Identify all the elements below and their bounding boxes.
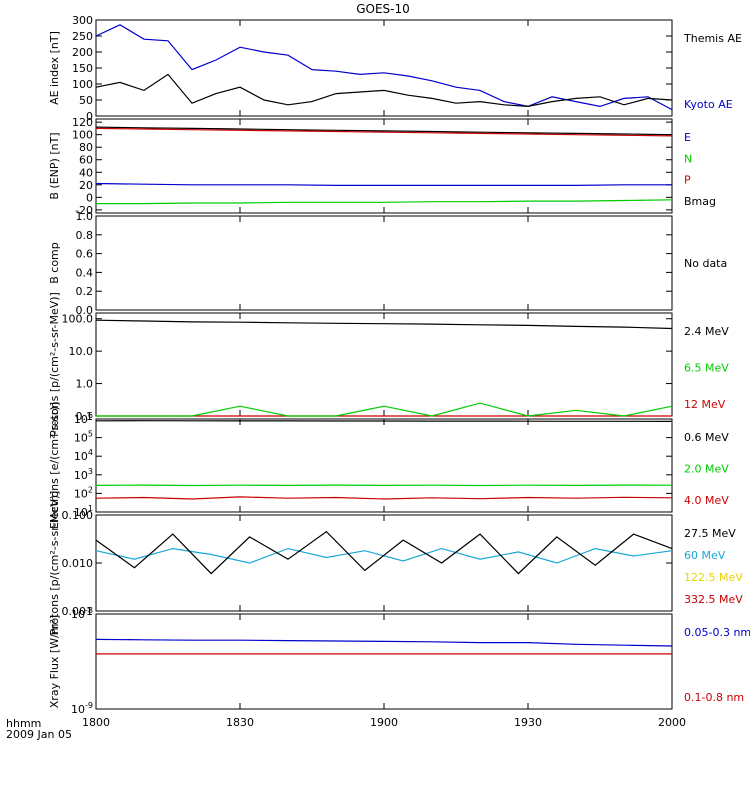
time-axis: hhmm 2009 Jan 05 1800 1830 1900 1930 2000 bbox=[6, 716, 686, 741]
y-tick-label: 0.1 bbox=[76, 410, 94, 423]
x-tick-label: 1930 bbox=[514, 716, 542, 729]
x-tick-label: 1800 bbox=[82, 716, 110, 729]
y-axis-label: B (ENP) [nT] bbox=[48, 132, 61, 199]
y-tick-label: 300 bbox=[72, 14, 93, 27]
legend-entry: 0.6 MeV bbox=[684, 431, 729, 444]
panel-note: No data bbox=[684, 257, 727, 270]
y-tick-label: 105 bbox=[74, 430, 93, 445]
series-line-4-0-mev bbox=[95, 496, 673, 500]
series-line-27-5-mev bbox=[95, 530, 673, 575]
legend-entry: 122.5 MeV bbox=[684, 571, 743, 584]
y-tick-label: 60 bbox=[79, 154, 93, 167]
y-tick-label: 120 bbox=[72, 116, 93, 129]
series-line-e bbox=[95, 182, 672, 186]
y-tick-label: 10-8 bbox=[71, 606, 93, 621]
series-line-0-6-mev bbox=[95, 420, 673, 422]
panel-frame bbox=[95, 19, 673, 117]
y-tick-label: 106 bbox=[74, 411, 93, 426]
legend-entry: Kyoto AE bbox=[684, 98, 733, 111]
y-tick-label: 100 bbox=[72, 78, 93, 91]
legend-entry: Themis AE bbox=[683, 32, 742, 45]
series-line-0-05-0-3-nm bbox=[95, 638, 673, 647]
y-tick-label: 40 bbox=[79, 166, 93, 179]
y-tick-label: 50 bbox=[79, 94, 93, 107]
legend-entry: 4.0 MeV bbox=[684, 494, 729, 507]
y-tick-label: 0.010 bbox=[62, 557, 94, 570]
legend-entry: P bbox=[684, 174, 691, 187]
series-line-bmag bbox=[95, 126, 673, 136]
y-tick-label: 0.8 bbox=[76, 229, 94, 242]
y-tick-label: 250 bbox=[72, 30, 93, 43]
y-tick-label: 100.0 bbox=[62, 313, 94, 326]
series-line-p bbox=[95, 127, 673, 137]
x-tick-label: 2000 bbox=[658, 716, 686, 729]
y-tick-label: 10-9 bbox=[71, 701, 93, 716]
panel-5: 101 102 103 104 105 106 Electrons [e/(cm²-s-sr… bbox=[48, 402, 729, 529]
legend-entry: 6.5 MeV bbox=[684, 362, 729, 375]
legend-entry: 12 MeV bbox=[684, 398, 726, 411]
y-tick-label: 0.001 bbox=[62, 605, 94, 618]
y-tick-label: 150 bbox=[72, 62, 93, 75]
panel-1: 0 50 100 150 200 250 300 AE index [nT] Themis AE… bbox=[48, 14, 742, 123]
figure-title: GOES-10 bbox=[356, 2, 410, 16]
y-tick-label: 102 bbox=[74, 485, 93, 500]
y-tick-label: 20 bbox=[79, 179, 93, 192]
x-tick-label: 1830 bbox=[226, 716, 254, 729]
x-tick-label: 1900 bbox=[370, 716, 398, 729]
legend-entry: 2.4 MeV bbox=[684, 325, 729, 338]
series-line-6-5-mev bbox=[96, 402, 673, 417]
y-axis-label: Xray Flux [W/m²] bbox=[48, 615, 61, 708]
y-tick-label: 101 bbox=[74, 504, 93, 519]
y-axis-label: Protons [p/(cm²-s-sr-MeV)] bbox=[48, 491, 61, 636]
hhmm-label: hhmm bbox=[6, 717, 41, 730]
y-tick-label: 103 bbox=[74, 467, 93, 482]
legend-entry: 0.1-0.8 nm bbox=[684, 691, 744, 704]
y-axis-label: AE index [nT] bbox=[48, 31, 61, 105]
y-tick-label: 0 bbox=[86, 191, 93, 204]
legend-entry: 2.0 MeV bbox=[684, 463, 729, 476]
panel-3: 0.0 0.2 0.4 0.6 0.8 1.0 B comp No data bbox=[48, 210, 727, 317]
y-tick-label: 1.0 bbox=[76, 378, 94, 391]
legend-entry: 0.05-0.3 nm bbox=[684, 626, 750, 639]
series-line-n bbox=[96, 199, 673, 205]
y-tick-label: 100 bbox=[72, 129, 93, 142]
y-tick-label: 200 bbox=[72, 46, 93, 59]
series-line-kyoto-ae bbox=[95, 24, 673, 111]
y-tick-label: 0.4 bbox=[76, 266, 94, 279]
series-line-themis-ae bbox=[95, 73, 673, 108]
legend-entry: 332.5 MeV bbox=[684, 593, 743, 606]
legend-entry: 60 MeV bbox=[684, 549, 726, 562]
y-axis-label: Electrons [e/(cm²-s-sr)] bbox=[48, 402, 61, 529]
panel-frame bbox=[95, 215, 673, 311]
series-line-2-4-mev bbox=[95, 319, 673, 330]
y-tick-label: 104 bbox=[74, 448, 93, 463]
panel-frame bbox=[95, 613, 673, 710]
y-axis-label: B comp bbox=[48, 242, 61, 284]
legend-entry: Bmag bbox=[684, 195, 716, 208]
y-tick-label: 0.6 bbox=[76, 248, 94, 261]
panel-frame bbox=[95, 312, 673, 417]
y-tick-label: -20 bbox=[75, 204, 93, 217]
y-tick-label: 1.0 bbox=[76, 210, 94, 223]
y-tick-label: 0 bbox=[86, 110, 93, 123]
y-tick-label: 10.0 bbox=[69, 345, 94, 358]
legend-entry: E bbox=[684, 131, 691, 144]
date-label: 2009 Jan 05 bbox=[6, 728, 72, 741]
y-tick-label: 0.2 bbox=[76, 285, 94, 298]
legend-entry: N bbox=[684, 152, 692, 165]
y-tick-label: 0.0 bbox=[76, 304, 94, 317]
legend-entry: 27.5 MeV bbox=[684, 527, 736, 540]
y-tick-label: 80 bbox=[79, 141, 93, 154]
y-axis-label: Protons [p/(cm²-s-sr-MeV)] bbox=[48, 292, 61, 437]
panel-frame bbox=[95, 514, 673, 612]
panel-7: 10-9 10-8 Xray Flux [W/m²] 0.05-0.3 nm 0.1-0… bbox=[48, 606, 750, 716]
y-tick-label: 0.100 bbox=[62, 509, 94, 522]
